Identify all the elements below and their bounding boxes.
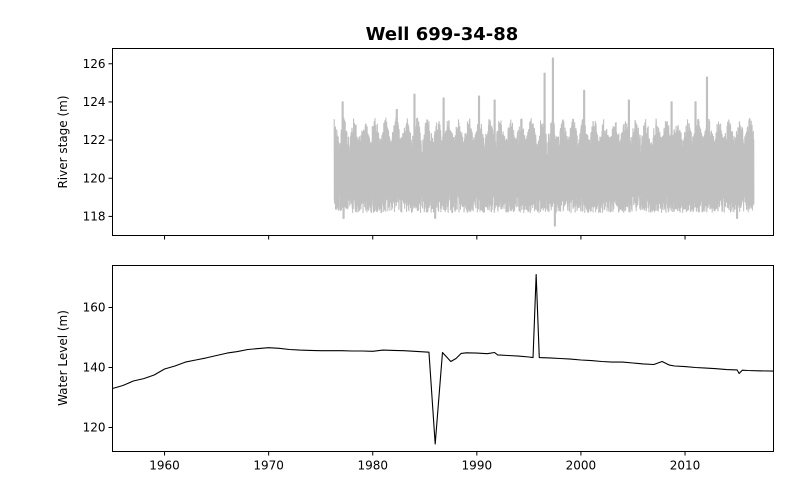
water-level-x-tick-label: 1970 bbox=[253, 459, 284, 473]
water-level-y-axis: 120 140 160 bbox=[83, 301, 113, 435]
water-level-y-tick-label: 120 bbox=[83, 421, 106, 435]
river-stage-plot-frame bbox=[112, 48, 774, 236]
river-stage-y-tick-label: 126 bbox=[83, 57, 106, 71]
water-level-x-tick-label: 2000 bbox=[566, 459, 597, 473]
river-stage-panel: 118 120 122 124 126 River stage (m) bbox=[56, 48, 774, 240]
river-stage-y-tick-label: 122 bbox=[83, 133, 106, 147]
water-level-x-tick-label: 1990 bbox=[462, 459, 493, 473]
water-level-panel: 120 140 160 1960 1970 1980 1990 2000 2010 Water… bbox=[56, 265, 774, 473]
river-stage-x-axis bbox=[164, 235, 686, 240]
water-level-x-tick-label: 1980 bbox=[357, 459, 388, 473]
water-level-x-tick-label: 1960 bbox=[149, 459, 180, 473]
river-stage-y-tick-label: 120 bbox=[83, 171, 106, 185]
river-stage-y-axis: 118 120 122 124 126 bbox=[83, 57, 113, 223]
water-level-x-tick-label: 2010 bbox=[670, 459, 701, 473]
river-stage-y-axis-label: River stage (m) bbox=[56, 95, 70, 188]
river-stage-series bbox=[333, 57, 755, 227]
river-stage-series-line bbox=[333, 57, 755, 227]
water-level-plot-frame bbox=[112, 265, 774, 452]
water-level-y-tick-label: 140 bbox=[83, 361, 106, 375]
water-level-series-line bbox=[112, 273, 774, 445]
water-level-y-tick-label: 160 bbox=[83, 301, 106, 315]
water-level-y-axis-label: Water Level (m) bbox=[56, 310, 70, 406]
water-level-series bbox=[112, 273, 774, 445]
water-level-x-axis: 1960 1970 1980 1990 2000 2010 bbox=[149, 451, 701, 473]
river-stage-y-tick-label: 118 bbox=[83, 209, 106, 223]
river-stage-y-tick-label: 124 bbox=[83, 95, 106, 109]
chart-title: Well 699-34-88 bbox=[366, 24, 519, 45]
